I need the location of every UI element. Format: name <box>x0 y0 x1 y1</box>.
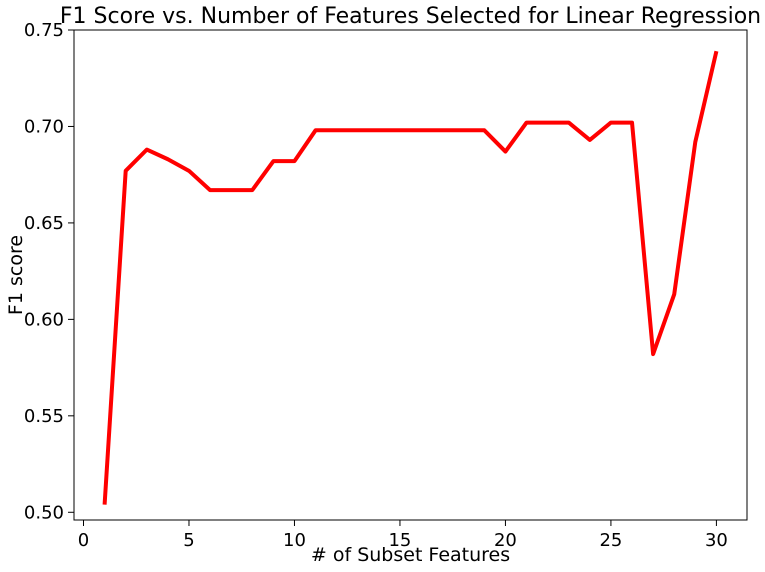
y-tick-label: 0.65 <box>24 213 64 234</box>
y-tick-label: 0.60 <box>24 309 64 330</box>
x-tick-label: 5 <box>183 530 194 551</box>
x-axis-label: # of Subset Features <box>311 544 510 566</box>
x-tick-label: 30 <box>705 530 728 551</box>
x-tick-label: 20 <box>494 530 517 551</box>
y-axis-label: F1 score <box>5 235 27 315</box>
x-tick-label: 15 <box>388 530 411 551</box>
plot-area <box>73 29 748 521</box>
series-layer <box>102 50 719 505</box>
y-tick-label: 0.70 <box>24 116 64 137</box>
x-axis: 0 5 10 15 20 25 30 <box>78 520 728 551</box>
chart-title: F1 Score vs. Number of Features Selected… <box>60 4 761 29</box>
series-line-0 <box>102 50 719 505</box>
x-tick-label: 0 <box>78 530 89 551</box>
y-tick-label: 0.75 <box>24 20 64 41</box>
x-tick-label: 10 <box>283 530 306 551</box>
plot-frame <box>73 29 748 521</box>
x-tick-label: 25 <box>599 530 622 551</box>
y-axis: 0.50 0.55 0.60 0.65 0.70 0.75 <box>24 20 74 523</box>
y-tick-label: 0.50 <box>24 502 64 523</box>
y-tick-label: 0.55 <box>24 406 64 427</box>
